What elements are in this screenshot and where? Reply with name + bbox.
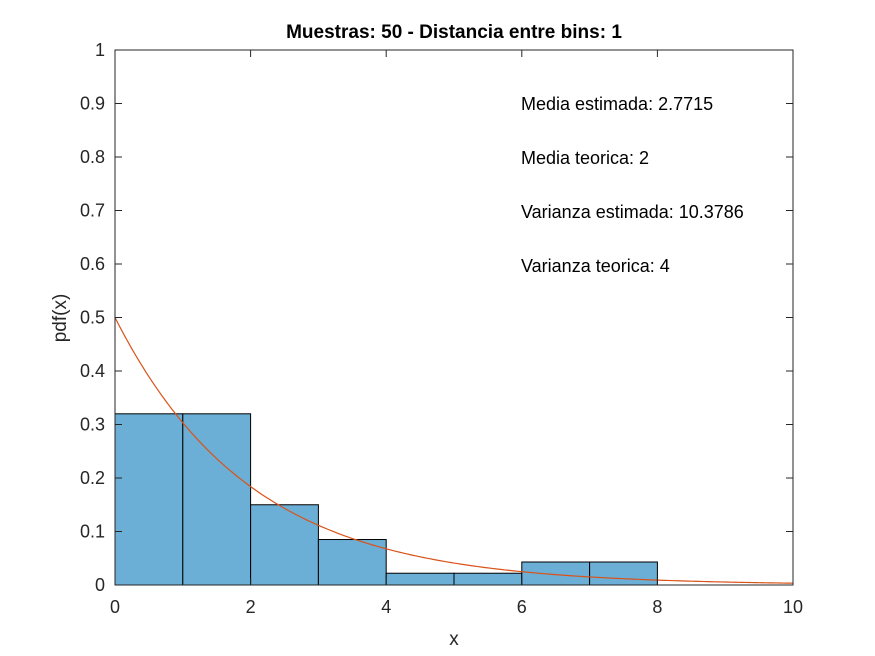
y-tick-label-6: 0.6 xyxy=(80,254,105,274)
histogram-bar-5 xyxy=(385,572,455,586)
x-tick-label-5: 10 xyxy=(783,597,803,617)
chart-title: Muestras: 50 - Distancia entre bins: 1 xyxy=(286,22,622,43)
x-tick-labels: 0 2 4 6 8 10 xyxy=(110,597,803,617)
x-tick-label-0: 0 xyxy=(110,597,120,617)
annotation-varianza-teorica: Varianza teorica: 4 xyxy=(521,256,670,276)
theoretical-pdf-curve xyxy=(114,317,794,584)
y-tick-label-0: 0 xyxy=(95,575,105,595)
y-tick-label-3: 0.3 xyxy=(80,415,105,435)
histogram-bar-3 xyxy=(250,504,319,586)
y-tick-label-5: 0.5 xyxy=(80,308,105,328)
x-tick-label-4: 8 xyxy=(652,597,662,617)
y-tick-label-8: 0.8 xyxy=(80,147,105,167)
histogram-bar-1 xyxy=(114,413,184,586)
y-axis-label: pdf(x) xyxy=(50,294,71,343)
y-tick-label-7: 0.7 xyxy=(80,201,105,221)
histogram-bar-8 xyxy=(589,561,658,586)
x-tick-label-1: 2 xyxy=(246,597,256,617)
x-tick-label-3: 6 xyxy=(517,597,527,617)
x-axis-label: x xyxy=(449,629,459,650)
annotation-media-estimada: Media estimada: 2.7715 xyxy=(521,94,713,114)
y-tick-label-10: 1 xyxy=(95,40,105,60)
y-tick-label-1: 0.1 xyxy=(80,522,105,542)
y-tick-labels: 0 0.1 0.2 0.3 0.4 0.5 0.6 0.7 0.8 0.9 1 xyxy=(80,40,105,595)
x-tick-label-2: 4 xyxy=(381,597,391,617)
histogram-bars xyxy=(114,413,658,586)
histogram-bar-2 xyxy=(182,413,252,586)
y-tick-label-4: 0.4 xyxy=(80,361,105,381)
histogram-bar-4 xyxy=(317,539,387,586)
y-tick-label-2: 0.2 xyxy=(80,468,105,488)
histogram-bar-7 xyxy=(521,561,591,586)
annotation-varianza-estimada: Varianza estimada: 10.3786 xyxy=(521,202,744,222)
pdf-curve-layer xyxy=(114,317,794,584)
y-tick-label-9: 0.9 xyxy=(80,94,105,114)
annotation-media-teorica: Media teorica: 2 xyxy=(521,148,649,168)
statistics-annotations: Media estimada: 2.7715 Media teorica: 2 … xyxy=(521,94,744,276)
histogram-bar-6 xyxy=(453,572,523,586)
axis-ticks xyxy=(114,49,794,586)
